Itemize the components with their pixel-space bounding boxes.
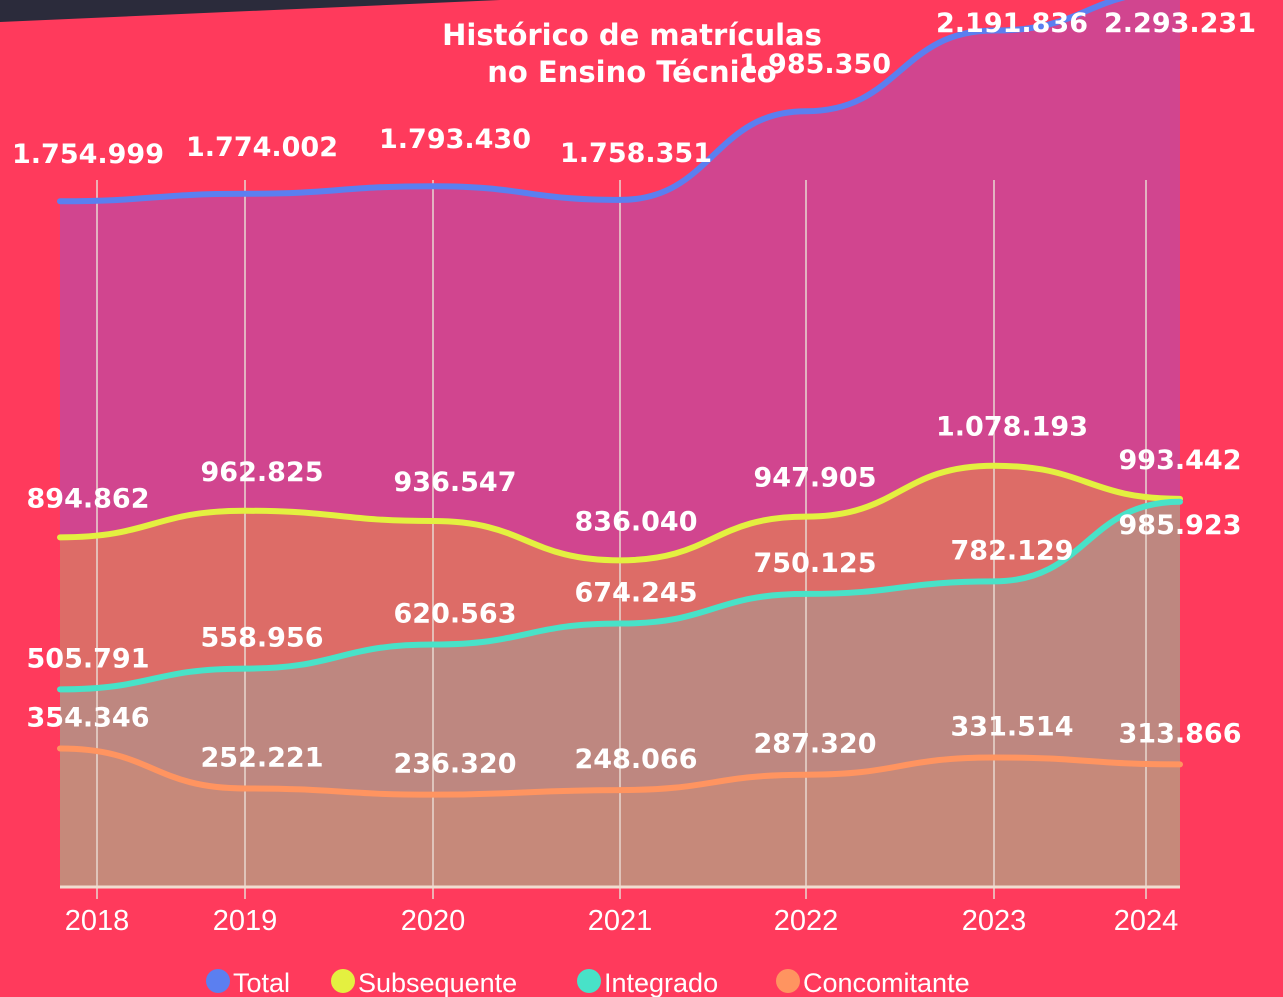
value-label: 505.791 — [27, 643, 150, 674]
chart-title: Histórico de matrículas — [442, 18, 822, 52]
series-line — [57, 462, 1183, 564]
series-line — [57, 498, 1183, 693]
value-label: 620.563 — [394, 599, 517, 630]
legend-label: Subsequente — [358, 968, 517, 997]
value-label: 894.862 — [27, 483, 150, 514]
value-label: 750.125 — [754, 548, 877, 579]
value-label: 985.923 — [1119, 510, 1242, 541]
value-label: 354.346 — [27, 703, 150, 734]
value-label: 287.320 — [754, 729, 877, 760]
x-tick-label: 2021 — [588, 905, 653, 937]
value-label: 331.514 — [951, 711, 1074, 742]
value-label: 558.956 — [201, 623, 324, 654]
series-line — [57, 745, 1183, 798]
value-label: 248.066 — [575, 744, 698, 775]
value-label: 836.040 — [575, 506, 698, 537]
value-label: 782.129 — [951, 535, 1074, 566]
value-label: 1.758.351 — [560, 138, 712, 169]
x-tick-label: 2023 — [962, 905, 1027, 937]
chart-title: no Ensino Técnico — [487, 55, 776, 89]
value-label: 993.442 — [1119, 445, 1242, 476]
value-label: 252.221 — [201, 742, 324, 773]
x-tick-label: 2020 — [401, 905, 466, 937]
value-label: 674.245 — [575, 578, 698, 609]
legend-label: Integrado — [604, 968, 718, 997]
value-label: 936.547 — [394, 467, 517, 498]
value-label: 236.320 — [394, 749, 517, 780]
value-label: 1.985.350 — [739, 49, 891, 80]
x-tick-label: 2024 — [1114, 905, 1179, 937]
value-label: 1.754.999 — [12, 139, 164, 170]
value-label: 962.825 — [201, 457, 324, 488]
legend-label: Total — [233, 968, 290, 997]
legend-swatch — [577, 969, 601, 993]
value-label: 1.078.193 — [936, 412, 1088, 443]
legend-label: Concomitante — [803, 968, 970, 997]
value-label: 2.293.231 — [1104, 8, 1256, 39]
legend-swatch — [776, 969, 800, 993]
legend-swatch — [206, 969, 230, 993]
value-label: 1.793.430 — [379, 124, 531, 155]
series-line — [57, 0, 1126, 205]
value-label: 947.905 — [754, 463, 877, 494]
value-label: 2.191.836 — [936, 8, 1088, 39]
x-tick-label: 2018 — [65, 905, 130, 937]
x-tick-label: 2019 — [213, 905, 278, 937]
value-label: 1.774.002 — [186, 132, 338, 163]
value-label: 313.866 — [1119, 718, 1242, 749]
legend-swatch — [331, 969, 355, 993]
corner-band — [0, 0, 500, 22]
x-tick-label: 2022 — [774, 905, 839, 937]
